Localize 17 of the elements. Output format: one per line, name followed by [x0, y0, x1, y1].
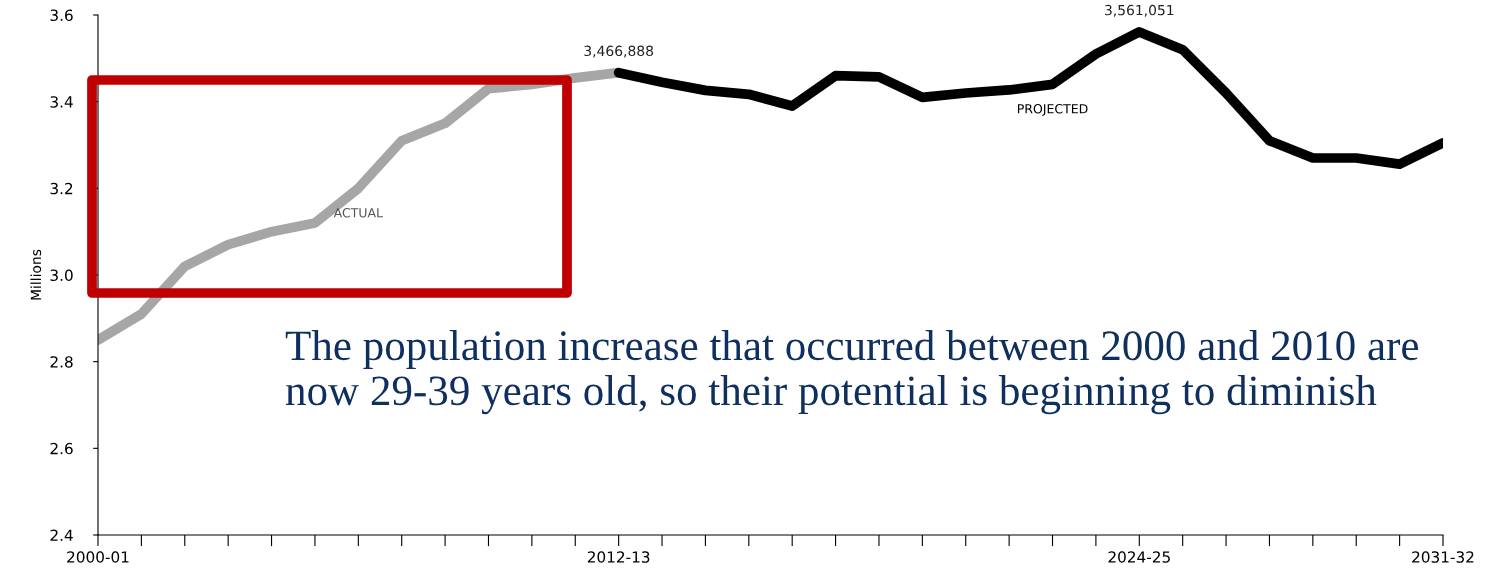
annotation: 3,466,888 — [584, 45, 654, 58]
annotation: The population increase that occurred between 2000 and 2010 are now 29-39 years old, so their potential is beginning to diminish — [285, 330, 1419, 415]
x-tick-label: 2000-01 — [67, 551, 129, 563]
y-tick-label: 2.4 — [50, 529, 73, 541]
y-tick-label: 3.0 — [50, 269, 73, 282]
y-tick-label: 2.8 — [50, 356, 73, 368]
x-tick-label: 2024-25 — [1108, 551, 1170, 563]
series-label: ACTUAL — [333, 208, 383, 218]
y-tick-label: 3.4 — [50, 96, 73, 108]
y-tick-label: 3.2 — [50, 182, 73, 195]
annotation: 3,561,051 — [1105, 4, 1174, 17]
series-label: PROJECTED — [1017, 104, 1088, 116]
y-tick-label: 3.6 — [50, 9, 73, 22]
x-tick-label: 2012-13 — [587, 551, 650, 563]
y-tick-label: 2.6 — [50, 442, 73, 455]
x-tick-label: 2031-32 — [1412, 551, 1474, 563]
y-axis-title: Millions — [30, 249, 42, 300]
